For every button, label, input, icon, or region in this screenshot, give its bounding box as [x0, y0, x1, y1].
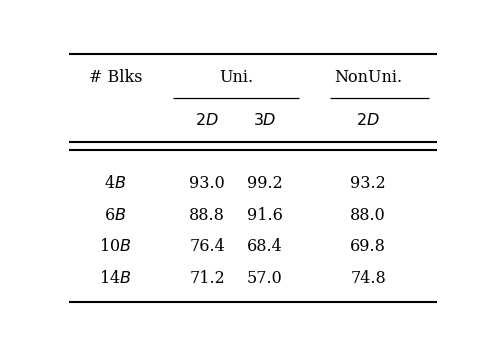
Text: 74.8: 74.8 — [350, 270, 386, 287]
Text: 99.2: 99.2 — [247, 175, 283, 192]
Text: 71.2: 71.2 — [189, 270, 225, 287]
Text: 10$B$: 10$B$ — [99, 238, 131, 256]
Text: 93.2: 93.2 — [350, 175, 386, 192]
Text: 68.4: 68.4 — [247, 238, 283, 256]
Text: 57.0: 57.0 — [247, 270, 283, 287]
Text: 4$B$: 4$B$ — [104, 175, 126, 192]
Text: # Blks: # Blks — [88, 69, 142, 86]
Text: $3D$: $3D$ — [253, 112, 276, 129]
Text: 91.6: 91.6 — [247, 207, 283, 224]
Text: 76.4: 76.4 — [189, 238, 225, 256]
Text: $2D$: $2D$ — [195, 112, 219, 129]
Text: 93.0: 93.0 — [189, 175, 225, 192]
Text: 88.0: 88.0 — [350, 207, 386, 224]
Text: Uni.: Uni. — [219, 69, 253, 86]
Text: 88.8: 88.8 — [189, 207, 225, 224]
Text: 6$B$: 6$B$ — [104, 207, 126, 224]
Text: $2D$: $2D$ — [356, 112, 380, 129]
Text: 14$B$: 14$B$ — [99, 270, 131, 287]
Text: 69.8: 69.8 — [350, 238, 386, 256]
Text: NonUni.: NonUni. — [334, 69, 402, 86]
